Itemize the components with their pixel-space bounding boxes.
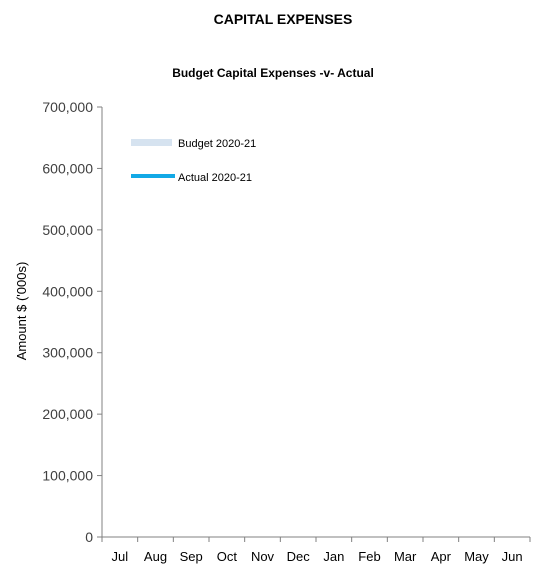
x-tick-label-feb: Feb [358, 549, 380, 564]
x-tick-label-jun: Jun [502, 549, 523, 564]
legend-budget-swatch [131, 139, 172, 146]
y-tick-label: 100,000 [42, 468, 93, 484]
x-tick-label-dec: Dec [287, 549, 311, 564]
y-tick-label: 700,000 [42, 99, 93, 115]
legend: Budget 2020-21 Actual 2020-21 [131, 138, 256, 184]
x-tick-label-sep: Sep [180, 549, 203, 564]
legend-budget-label: Budget 2020-21 [178, 138, 256, 150]
x-tick-label-mar: Mar [394, 549, 417, 564]
x-tick-label-aug: Aug [144, 549, 167, 564]
y-tick-label: 500,000 [42, 222, 93, 238]
y-tick-label: 400,000 [42, 283, 93, 299]
y-axis-ticks: 0 100,000 200,000 300,000 400,000 500,000 600,… [42, 99, 102, 545]
y-axis-title: Amount $ ('000s) [14, 262, 29, 361]
y-tick-label: 600,000 [42, 160, 93, 176]
legend-actual-label: Actual 2020-21 [178, 172, 252, 184]
y-tick-label: 200,000 [42, 406, 93, 422]
x-tick-label-apr: Apr [431, 549, 452, 564]
y-tick-label: 0 [85, 529, 93, 545]
chart-title: Budget Capital Expenses -v- Actual [172, 66, 374, 80]
x-tick-label-may: May [464, 549, 489, 564]
x-tick-label-nov: Nov [251, 549, 275, 564]
x-tick-label-oct: Oct [217, 549, 238, 564]
x-tick-label-jul: Jul [112, 549, 129, 564]
x-axis-ticks: Jul Aug Sep Oct Nov Dec Jan Feb Mar Apr May Jun [101, 537, 531, 564]
x-tick-label-jan: Jan [323, 549, 344, 564]
page-title: CAPITAL EXPENSES [214, 11, 353, 27]
y-tick-label: 300,000 [42, 345, 93, 361]
